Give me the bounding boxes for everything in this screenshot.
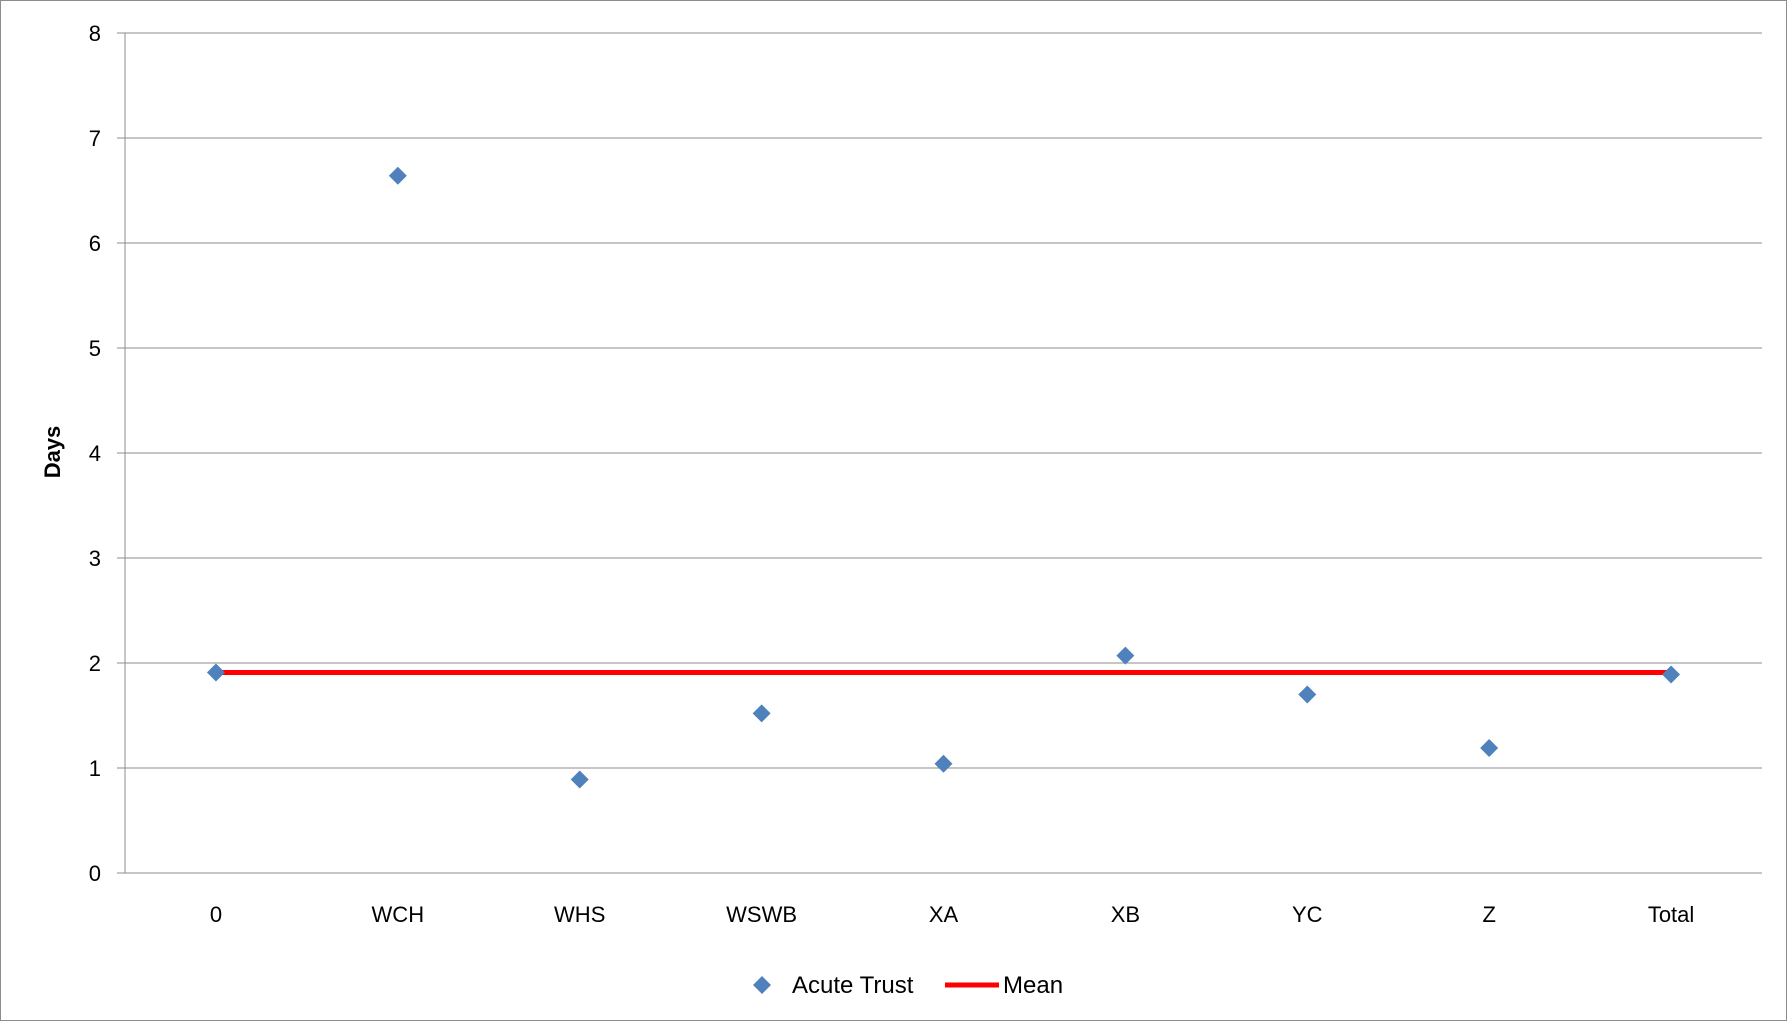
- y-tick-label: 7: [89, 126, 101, 151]
- legend-label-acute-trust: Acute Trust: [792, 972, 914, 999]
- data-point-acute-trust: [1298, 685, 1317, 704]
- data-point-acute-trust: [206, 663, 225, 682]
- y-tick-label: 6: [89, 231, 101, 256]
- gridlines: [125, 32, 1762, 874]
- data-point-acute-trust: [752, 704, 771, 723]
- y-tick-labels: 0 1 2 3 4 5 6 7 8: [89, 21, 101, 886]
- data-point-acute-trust: [388, 166, 407, 185]
- x-tick-label: WCH: [372, 902, 425, 927]
- data-point-acute-trust: [1480, 739, 1499, 758]
- x-tick-label: XA: [929, 902, 959, 927]
- x-tick-label: WHS: [554, 902, 605, 927]
- x-tick-labels: 0 WCH WHS WSWB XA XB YC Z Total: [210, 902, 1694, 927]
- legend-marker-acute-trust: [753, 976, 771, 994]
- y-tick-label: 5: [89, 336, 101, 361]
- y-axis-title: Days: [40, 426, 65, 479]
- y-tick-label: 3: [89, 546, 101, 571]
- y-tick-label: 0: [89, 861, 101, 886]
- x-tick-label: XB: [1111, 902, 1140, 927]
- x-tick-label: Total: [1648, 902, 1694, 927]
- data-point-acute-trust: [934, 754, 953, 773]
- data-point-acute-trust: [570, 770, 589, 789]
- axes: [117, 32, 1762, 874]
- y-tick-label: 2: [89, 651, 101, 676]
- y-tick-label: 1: [89, 756, 101, 781]
- x-tick-label: 0: [210, 902, 222, 927]
- series: [206, 166, 1681, 789]
- data-point-acute-trust: [1662, 665, 1681, 684]
- legend-label-mean: Mean: [1003, 972, 1063, 999]
- data-point-acute-trust: [1116, 646, 1135, 665]
- x-tick-label: Z: [1482, 902, 1495, 927]
- y-tick-label: 4: [89, 441, 101, 466]
- legend: Acute Trust Mean: [753, 972, 1063, 999]
- y-tick-label: 8: [89, 21, 101, 46]
- x-tick-label: YC: [1292, 902, 1323, 927]
- x-tick-label: WSWB: [726, 902, 797, 927]
